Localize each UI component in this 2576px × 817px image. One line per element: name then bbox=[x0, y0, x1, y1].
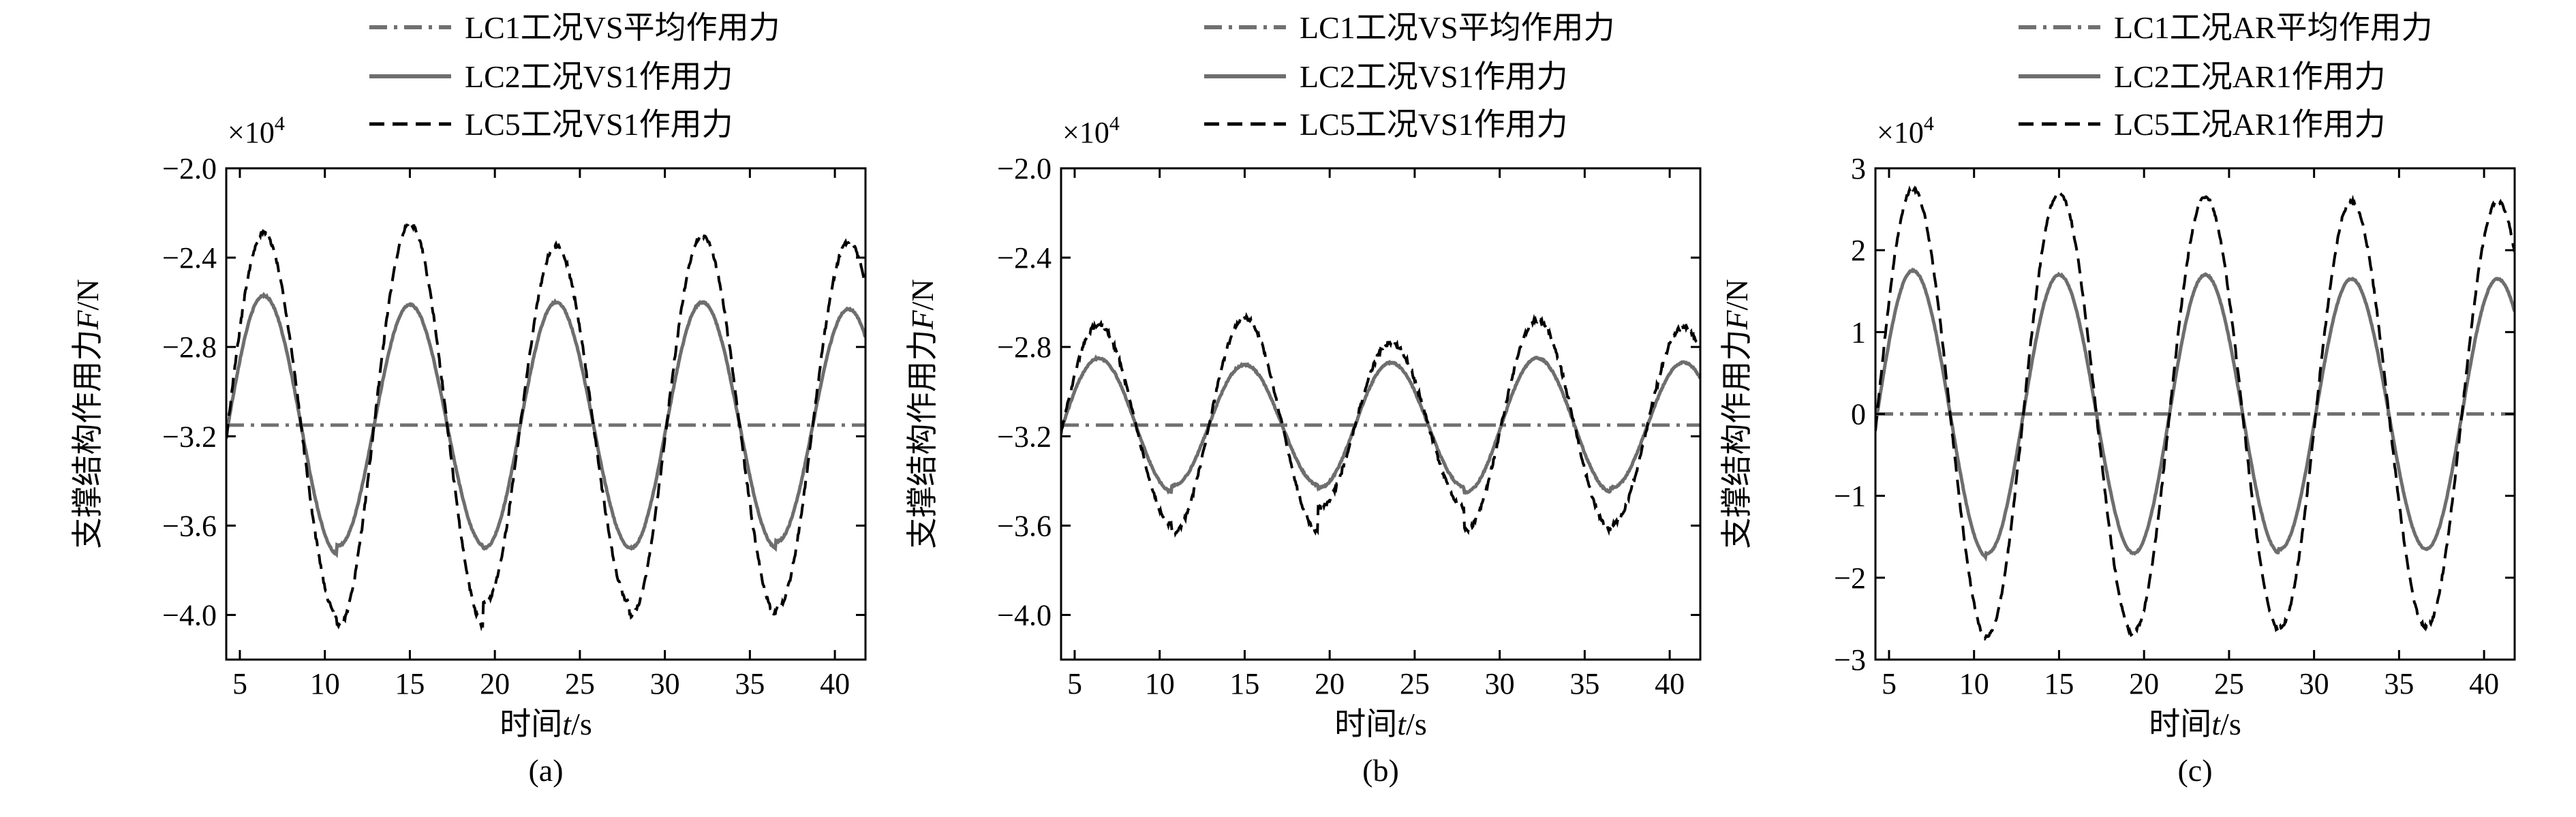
y-tick-label: −2.8 bbox=[162, 330, 217, 364]
y-tick-label: −2.4 bbox=[162, 241, 217, 275]
x-tick-label: 20 bbox=[1315, 667, 1345, 700]
y-tick-label: −2.0 bbox=[162, 152, 217, 185]
plot-frame bbox=[225, 167, 867, 661]
chart-panel-a: 5 10 15 20 25 30 35 40 −2.0 −2.4 −2.8 −3.2 −3.6 −4.0 ×… bbox=[70, 10, 867, 788]
x-tick-label: 40 bbox=[2469, 667, 2499, 700]
series-line-3 bbox=[1061, 312, 1700, 538]
chart-panel-b: 5 10 15 20 25 30 35 40 −2.0 −2.4 −2.8 −3.2 −3.6 −4.0 ×… bbox=[905, 10, 1702, 788]
chart-panel-c: 5 10 15 20 25 30 35 403210−1−2−3×104支撑结构作用力F/N时… bbox=[1719, 10, 2516, 788]
legend-label-3: LC5工况VS1作用力 bbox=[465, 107, 733, 142]
y-axis-label: 支撑结构作用力F/N bbox=[905, 279, 940, 549]
legend-label-3: LC5工况VS1作用力 bbox=[1300, 107, 1568, 142]
y-tick-label: −2 bbox=[1834, 561, 1866, 595]
x-tick-label: 25 bbox=[565, 667, 595, 700]
legend-label-2: LC2工况VS1作用力 bbox=[1300, 59, 1568, 94]
x-tick-label: 15 bbox=[1229, 667, 1259, 700]
legend-label-1: LC1工况VS平均作用力 bbox=[465, 10, 780, 45]
x-tick-label: 30 bbox=[650, 667, 680, 700]
plot-frame bbox=[1060, 167, 1702, 661]
series-line-3 bbox=[226, 219, 865, 632]
x-tick-label: 20 bbox=[2129, 667, 2159, 700]
x-tick-label: 30 bbox=[1485, 667, 1515, 700]
x-tick-label: 10 bbox=[1959, 667, 1989, 700]
series-line-2 bbox=[1875, 267, 2515, 562]
series-line-2 bbox=[226, 292, 865, 559]
x-axis-label: 时间t/s bbox=[500, 707, 592, 741]
y-tick-label: −3 bbox=[1834, 643, 1866, 677]
x-tick-label: 5 bbox=[1882, 667, 1897, 700]
y-tick-label: −3.2 bbox=[997, 420, 1052, 453]
legend-label-1: LC1工况AR平均作用力 bbox=[2114, 10, 2433, 45]
x-tick-label: 20 bbox=[480, 667, 510, 700]
y-tick-label: −2.8 bbox=[997, 330, 1052, 364]
y-tick-label: 2 bbox=[1851, 234, 1866, 267]
y-multiplier: ×104 bbox=[1062, 112, 1120, 149]
y-tick-label: −3.6 bbox=[997, 509, 1052, 542]
x-tick-label: 40 bbox=[1655, 667, 1685, 700]
y-tick-label: −3.2 bbox=[162, 420, 217, 453]
x-axis-label: 时间t/s bbox=[1334, 707, 1426, 741]
y-axis-label: 支撑结构作用力F/N bbox=[1719, 279, 1754, 549]
x-tick-label: 35 bbox=[2384, 667, 2414, 700]
x-tick-label: 15 bbox=[2044, 667, 2074, 700]
panel-caption: (b) bbox=[1362, 753, 1399, 788]
x-tick-label: 25 bbox=[2214, 667, 2244, 700]
y-tick-label: −2.0 bbox=[997, 152, 1052, 185]
x-tick-label: 5 bbox=[1067, 667, 1082, 700]
series-line-2 bbox=[1061, 354, 1700, 495]
legend-label-3: LC5工况AR1作用力 bbox=[2114, 107, 2386, 142]
y-tick-label: 1 bbox=[1851, 315, 1866, 349]
y-tick-label: −1 bbox=[1834, 480, 1866, 513]
x-tick-label: 10 bbox=[1145, 667, 1175, 700]
x-axis-label: 时间t/s bbox=[2149, 707, 2241, 741]
y-tick-label: −3.6 bbox=[162, 509, 217, 542]
y-tick-label: 3 bbox=[1851, 152, 1866, 185]
y-axis-label: 支撑结构作用力F/N bbox=[70, 279, 105, 549]
x-tick-label: 40 bbox=[820, 667, 850, 700]
y-multiplier: ×104 bbox=[1877, 112, 1934, 149]
panel-caption: (a) bbox=[528, 753, 563, 788]
legend-label-2: LC2工况AR1作用力 bbox=[2114, 59, 2386, 94]
y-tick-label: −2.4 bbox=[997, 241, 1052, 275]
x-tick-label: 5 bbox=[232, 667, 247, 700]
y-tick-label: −4.0 bbox=[997, 598, 1052, 632]
x-tick-label: 30 bbox=[2299, 667, 2329, 700]
series-line-3 bbox=[1875, 183, 2515, 641]
legend-label-1: LC1工况VS平均作用力 bbox=[1300, 10, 1615, 45]
x-tick-label: 35 bbox=[735, 667, 765, 700]
x-tick-label: 25 bbox=[1400, 667, 1430, 700]
y-tick-label: 0 bbox=[1851, 398, 1866, 431]
panel-caption: (c) bbox=[2177, 753, 2212, 788]
y-multiplier: ×104 bbox=[228, 112, 285, 149]
x-tick-label: 15 bbox=[395, 667, 425, 700]
y-tick-label: −4.0 bbox=[162, 598, 217, 632]
legend-label-2: LC2工况VS1作用力 bbox=[465, 59, 733, 94]
x-tick-label: 10 bbox=[310, 667, 340, 700]
x-tick-label: 35 bbox=[1569, 667, 1599, 700]
